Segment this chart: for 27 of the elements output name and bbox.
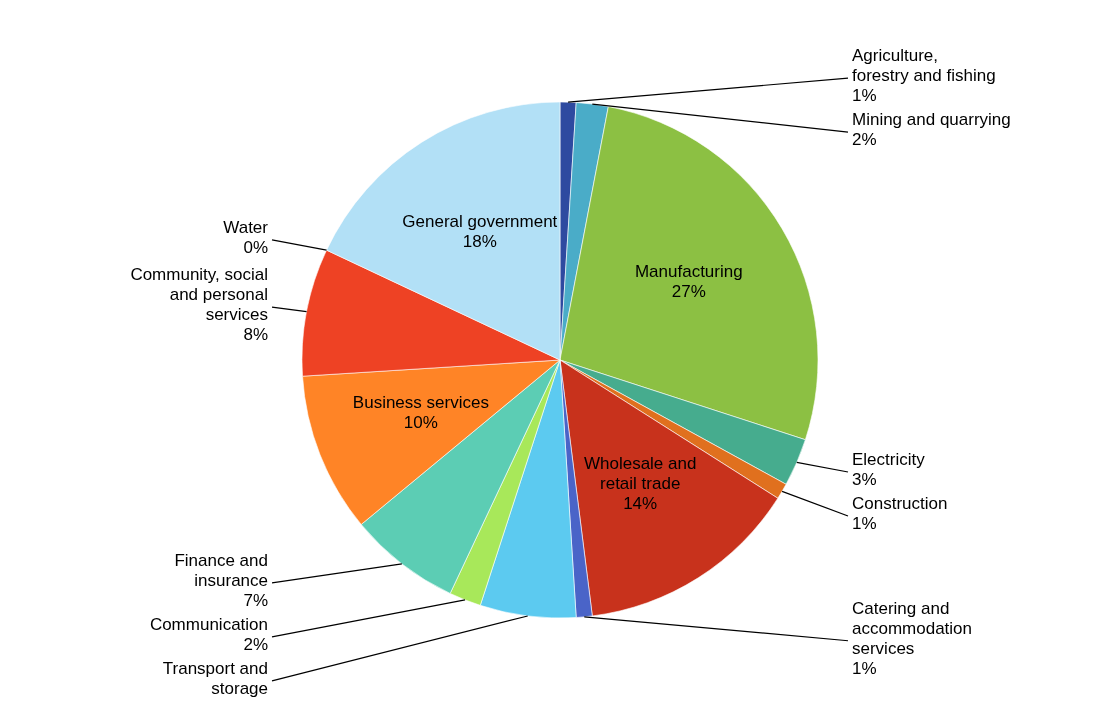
data-label: 1%: [852, 86, 877, 106]
data-label: 18%: [462, 231, 497, 251]
data-label: 10%: [403, 413, 438, 433]
slice-label: Manufacturing: [634, 261, 743, 281]
slice-label: Wholesale and retail trade: [583, 454, 697, 494]
text: 0%: [243, 237, 268, 257]
data-label: 27%: [671, 281, 706, 301]
data-label: 2%: [243, 634, 268, 654]
category-label: Water: [223, 217, 268, 237]
slice-label: Construction: [852, 494, 948, 513]
slice-label: Finance and insurance: [174, 550, 268, 590]
slice-label: Mining and quarrying: [852, 110, 1011, 130]
data-label: 8%: [243, 325, 268, 345]
slice-label: Catering and accommodation services: [852, 598, 973, 658]
data-label: 1%: [852, 514, 877, 533]
data-label: 7%: [243, 590, 268, 610]
slice-label: Electricity: [852, 450, 926, 469]
slice-label: Community, social and personal services: [130, 265, 268, 325]
slice-label: General government: [402, 211, 558, 231]
slice-label: Communication: [149, 614, 268, 634]
data-label: 1%: [852, 658, 877, 678]
slice-label: Business services: [352, 393, 489, 413]
slice-label: Transport and storage: [162, 658, 268, 698]
data-label: 14%: [623, 494, 658, 514]
data-label: 2%: [852, 130, 877, 150]
slice-label: Agriculture, forestry and fishing: [852, 46, 996, 86]
data-label: 3%: [852, 470, 877, 489]
